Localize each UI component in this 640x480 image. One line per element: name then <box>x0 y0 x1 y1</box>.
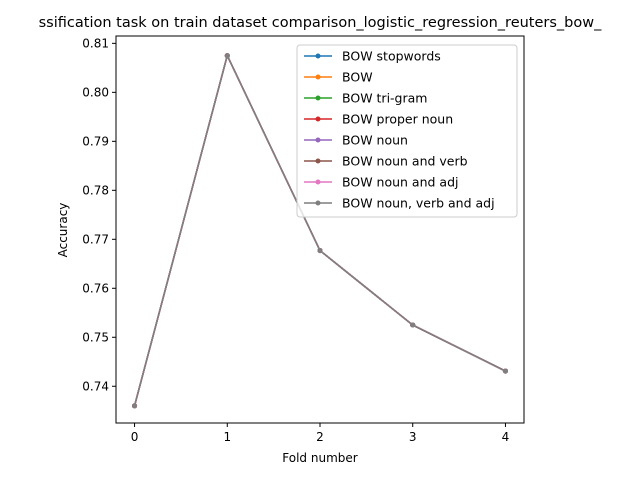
x-tick-label: 0 <box>131 430 139 444</box>
legend-swatch-marker <box>315 200 321 206</box>
data-point <box>410 322 416 328</box>
y-tick-label: 0.81 <box>82 36 109 50</box>
data-point <box>224 53 230 59</box>
legend-swatch-marker <box>315 179 321 185</box>
y-tick-label: 0.77 <box>82 232 109 246</box>
legend-label: BOW tri-gram <box>342 91 427 106</box>
y-tick-label: 0.74 <box>82 379 109 393</box>
x-tick-label: 3 <box>409 430 417 444</box>
y-tick-label: 0.79 <box>82 134 109 148</box>
data-point <box>502 368 508 374</box>
y-tick-label: 0.76 <box>82 281 109 295</box>
legend-box <box>296 44 518 218</box>
series-layer <box>132 53 508 409</box>
legend: BOW stopwords BOW BOW tri-gram BOW proper n… <box>296 44 518 218</box>
x-tick-label: 2 <box>316 430 324 444</box>
y-tick-label: 0.78 <box>82 183 109 197</box>
y-axis-label: Accuracy <box>56 203 70 258</box>
legend-label: BOW noun and adj <box>342 175 458 190</box>
legend-swatch-marker <box>315 116 321 122</box>
data-point <box>317 248 323 254</box>
x-axis: 0 1 2 3 4 <box>131 423 510 444</box>
legend-label: BOW noun <box>342 133 408 148</box>
legend-swatch-marker <box>315 158 321 164</box>
legend-label: BOW noun and verb <box>342 154 468 169</box>
x-axis-label: Fold number <box>282 451 357 465</box>
legend-swatch-marker <box>315 95 321 101</box>
legend-label: BOW stopwords <box>342 49 441 64</box>
legend-swatch-marker <box>315 137 321 143</box>
chart-title: ssification task on train dataset compar… <box>39 15 602 31</box>
y-tick-label: 0.80 <box>82 85 109 99</box>
legend-swatch-marker <box>315 74 321 80</box>
x-tick-label: 4 <box>502 430 510 444</box>
data-point <box>132 403 138 409</box>
x-tick-label: 1 <box>223 430 231 444</box>
y-axis: 0.74 0.75 0.76 0.77 0.78 0.79 0.80 0.81 <box>82 36 116 393</box>
legend-label: BOW proper noun <box>342 112 453 127</box>
legend-swatch-marker <box>315 53 321 59</box>
y-tick-label: 0.75 <box>82 330 109 344</box>
legend-label: BOW <box>342 70 373 85</box>
legend-label: BOW noun, verb and adj <box>342 196 495 211</box>
